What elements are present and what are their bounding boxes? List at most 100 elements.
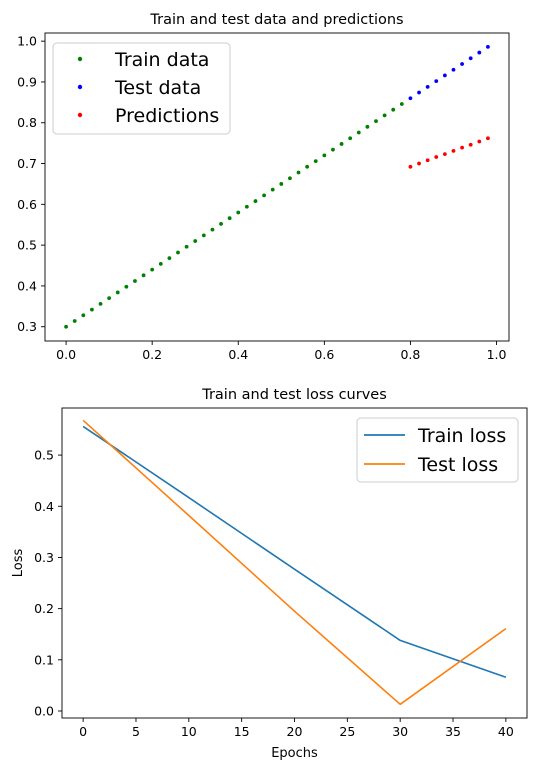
data-point (442, 152, 447, 157)
data-point (331, 147, 335, 152)
plot-frame (44, 32, 510, 342)
data-point (150, 267, 155, 272)
data-point (417, 90, 421, 95)
y-tick-label: 0.8 (17, 115, 37, 130)
data-point (72, 319, 77, 323)
data-point (348, 136, 353, 141)
data-point (124, 284, 129, 289)
data-point (434, 155, 439, 159)
y-tick-label: 0.2 (34, 601, 54, 616)
x-tick-label: 35 (445, 724, 461, 739)
data-point (115, 290, 120, 295)
series-1 (64, 102, 404, 329)
legend-label: Test data (114, 77, 201, 99)
legend-marker (77, 112, 83, 118)
legend-marker (77, 56, 83, 62)
y-tick-label: 0.3 (17, 319, 37, 334)
y-tick-label: 0.5 (17, 238, 37, 253)
data-point (374, 119, 378, 124)
x-tick-label: 40 (498, 724, 514, 739)
y-tick-label: 0.4 (34, 499, 54, 514)
x-tick-label: 5 (132, 724, 140, 739)
data-point (313, 159, 318, 163)
data-point (322, 153, 327, 158)
x-tick-label: 1.0 (487, 347, 507, 362)
data-point (417, 161, 421, 166)
x-axis-label: Epochs (271, 746, 318, 761)
data-point (442, 73, 447, 78)
data-point (468, 56, 473, 61)
data-point (98, 301, 103, 306)
legend-box (52, 42, 231, 135)
x-tick-label: 30 (392, 724, 408, 739)
x-tick-label: 20 (287, 724, 303, 739)
data-point (176, 250, 180, 255)
data-point (468, 142, 473, 147)
data-point (184, 244, 189, 249)
legend-box (356, 417, 519, 483)
data-point (408, 164, 413, 169)
data-point (425, 158, 430, 163)
chart-title: Train and test loss curves (201, 387, 387, 403)
legend-marker (77, 84, 83, 90)
data-point (391, 107, 396, 112)
legend-label: Train data (114, 49, 209, 71)
data-point (227, 216, 232, 221)
data-point (382, 113, 387, 118)
y-tick-label: 1.0 (17, 34, 37, 49)
data-point (107, 296, 112, 301)
data-point (236, 210, 241, 215)
data-point (339, 142, 344, 146)
data-point (451, 148, 456, 153)
legend: Train loss Test loss (356, 417, 519, 483)
data-point (90, 307, 94, 312)
data-point (133, 279, 137, 283)
x-tick-label: 25 (339, 724, 355, 739)
x-tick-label: 15 (234, 724, 250, 739)
data-point (460, 145, 464, 150)
data-point (460, 62, 464, 66)
data-point (356, 130, 361, 135)
data-point (486, 136, 490, 141)
legend: Train data Test data Predictions (52, 42, 231, 135)
legend-label: Test loss (417, 454, 498, 476)
series-line (82, 425, 507, 678)
data-point (279, 182, 284, 186)
data-point (81, 313, 86, 318)
y-tick-label: 0.0 (34, 703, 54, 718)
data-point (270, 187, 275, 192)
y-tick-label: 0.6 (17, 197, 37, 212)
y-tick-label: 0.7 (17, 156, 37, 171)
data-point (210, 227, 215, 232)
data-point (408, 96, 413, 101)
data-point (288, 176, 292, 181)
data-point (167, 256, 172, 261)
series-2 (408, 44, 490, 101)
legend-label: Train loss (417, 425, 506, 447)
chart-1: Train and test data and predictions 0.0 0.… (17, 12, 510, 362)
series-line (82, 419, 507, 706)
data-point (193, 239, 198, 243)
x-tick-label: 0.2 (142, 347, 162, 362)
data-point (486, 44, 490, 49)
data-point (365, 124, 370, 129)
x-tick-label: 0.6 (314, 347, 334, 362)
data-point (253, 199, 258, 203)
y-tick-label: 0.9 (17, 74, 37, 89)
y-tick-label: 0.3 (34, 550, 54, 565)
data-point (451, 67, 456, 72)
data-point (201, 233, 206, 238)
data-point (244, 204, 249, 209)
y-axis-label: Loss (11, 549, 26, 578)
data-point (477, 139, 482, 144)
x-tick-label: 0.8 (400, 347, 420, 362)
x-tick-label: 0.4 (228, 347, 248, 362)
y-tick-label: 0.5 (34, 448, 54, 463)
data-point (64, 324, 68, 329)
data-point (262, 193, 266, 198)
data-point (399, 102, 404, 106)
y-tick-label: 0.4 (17, 278, 37, 293)
data-point (425, 84, 430, 89)
series-3 (408, 136, 490, 169)
